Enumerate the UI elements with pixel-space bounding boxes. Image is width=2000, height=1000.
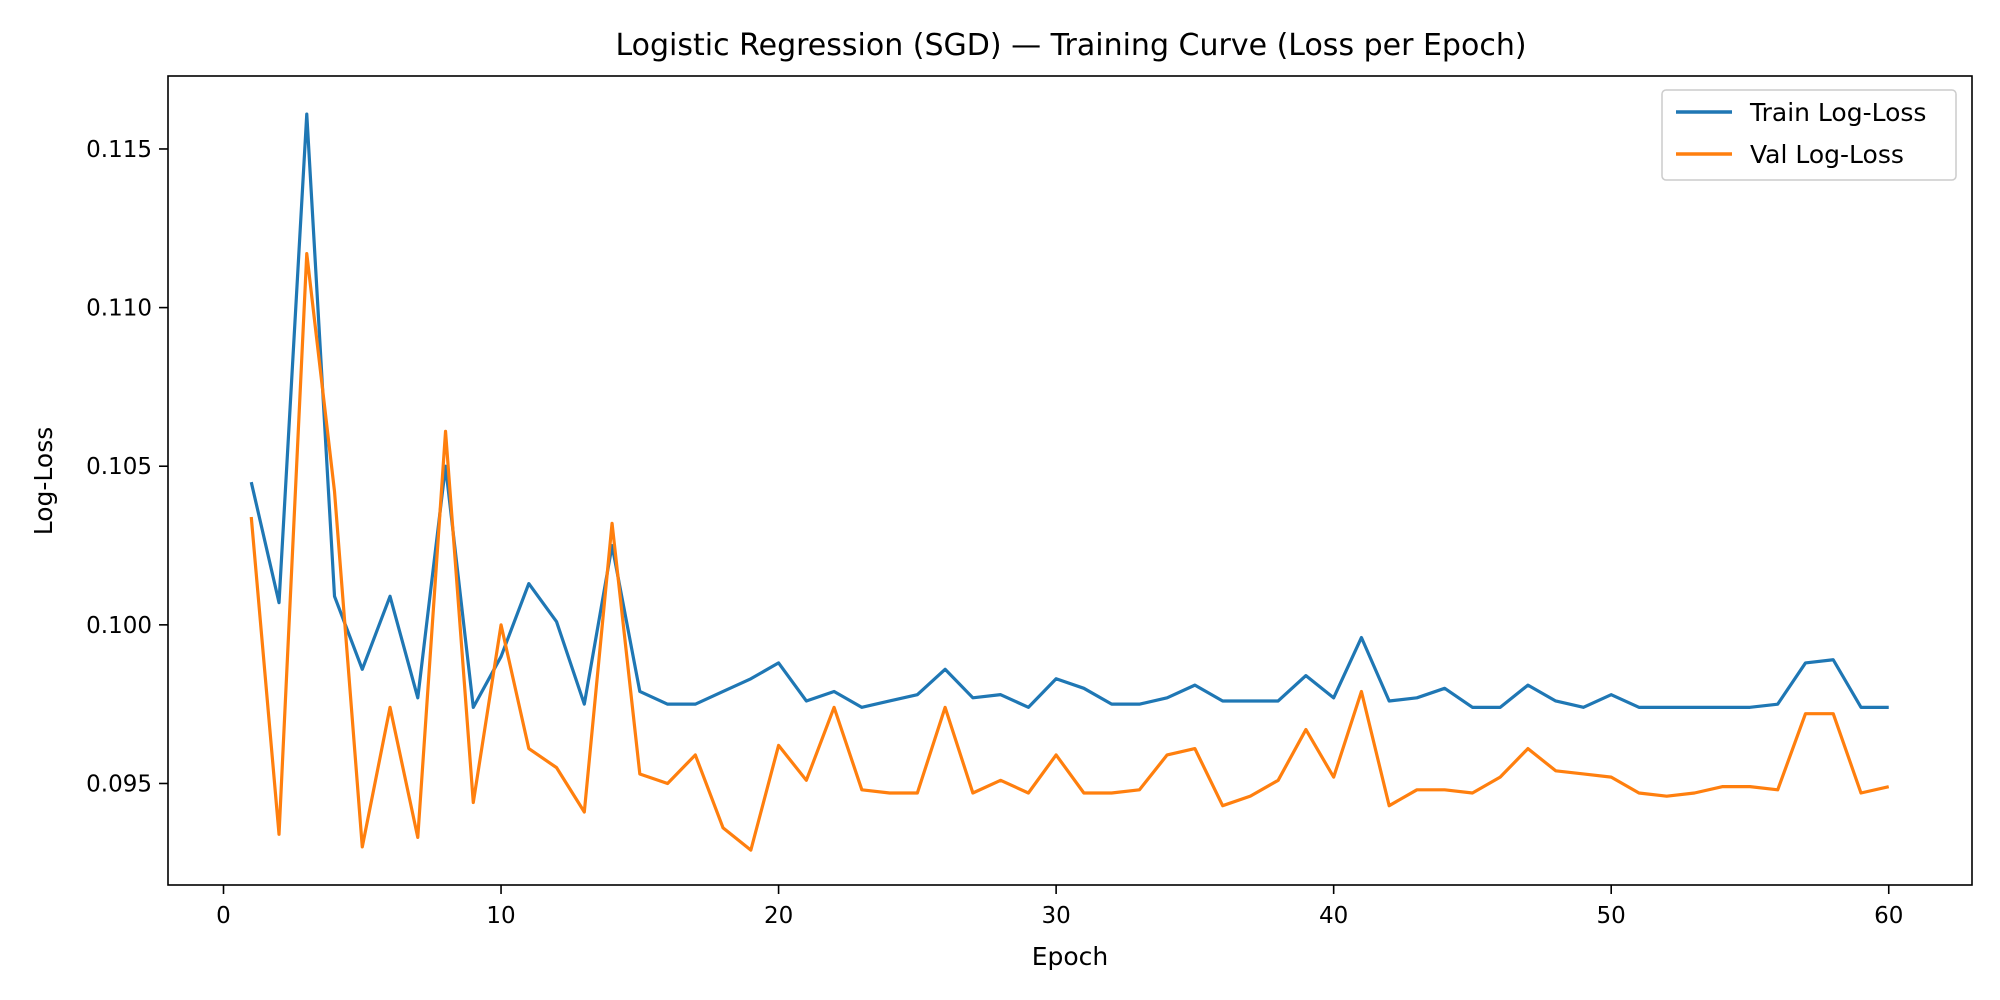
x-tick-label: 50 xyxy=(1597,903,1626,929)
y-tick-label: 0.110 xyxy=(86,296,152,322)
series-layer xyxy=(249,112,1890,852)
y-axis-ticks: 0.095 0.100 0.105 0.110 0.115 xyxy=(86,137,168,797)
x-tick-label: 40 xyxy=(1319,903,1348,929)
x-tick-label: 20 xyxy=(764,903,793,929)
y-axis-label: Log-Loss xyxy=(29,427,58,536)
y-tick-label: 0.095 xyxy=(86,771,152,797)
plot-frame xyxy=(167,75,1973,886)
x-axis-ticks: 0 10 20 30 40 50 60 xyxy=(216,885,1903,929)
series-line-val xyxy=(249,252,1890,852)
y-tick-label: 0.105 xyxy=(86,454,152,480)
legend-label-train: Train Log-Loss xyxy=(1749,98,1926,127)
series-line-train xyxy=(249,112,1889,709)
legend-label-val: Val Log-Loss xyxy=(1750,140,1904,169)
legend: Train Log-Loss Val Log-Loss xyxy=(1661,89,1957,181)
x-tick-label: 10 xyxy=(486,903,515,929)
x-tick-label: 60 xyxy=(1874,903,1903,929)
x-axis-label: Epoch xyxy=(1032,942,1109,971)
chart-title: Logistic Regression (SGD) — Training Cur… xyxy=(615,28,1526,63)
y-tick-label: 0.115 xyxy=(86,137,152,163)
x-tick-label: 0 xyxy=(216,903,231,929)
legend-box xyxy=(1661,89,1957,181)
y-tick-label: 0.100 xyxy=(86,613,152,639)
x-tick-label: 30 xyxy=(1041,903,1070,929)
